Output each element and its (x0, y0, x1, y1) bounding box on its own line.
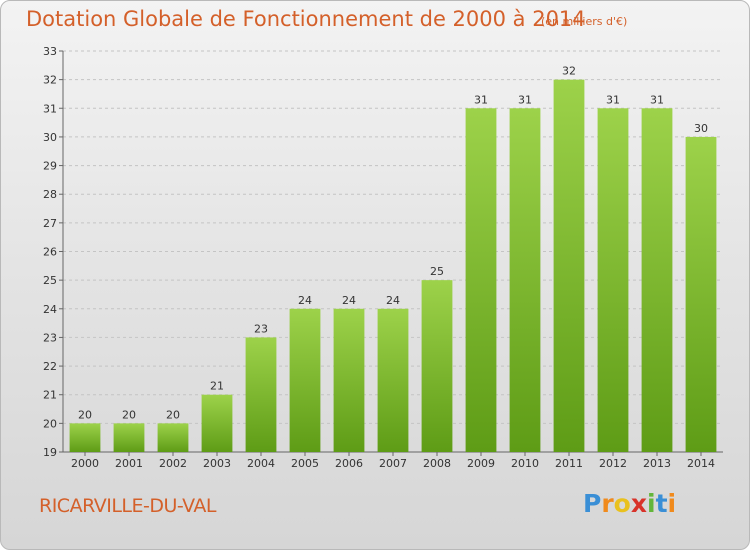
data-label-2001: 20 (122, 408, 136, 421)
data-label-2013: 31 (650, 93, 664, 106)
y-tick-label: 21 (43, 389, 57, 402)
data-labels: 20 20 20 21 23 24 24 24 25 31 31 32 31 31 30 (78, 65, 708, 422)
logo-letter: P (583, 489, 602, 518)
data-label-2005: 24 (298, 294, 312, 307)
data-label-2002: 20 (166, 408, 180, 421)
data-label-2000: 20 (78, 408, 92, 421)
city-name: RICARVILLE-DU-VAL (39, 495, 217, 517)
bar-2008 (421, 280, 453, 452)
data-label-2004: 23 (254, 322, 268, 335)
chart-subtitle: (en milliers d'€) (541, 15, 628, 28)
x-tick-label-2007: 2007 (379, 457, 407, 470)
data-label-2012: 31 (606, 93, 620, 106)
bar-2001 (113, 423, 145, 452)
chart-title: Dotation Globale de Fonctionnement de 20… (26, 7, 586, 31)
y-tick-label: 22 (43, 360, 57, 373)
x-tick-label-2011: 2011 (555, 457, 583, 470)
data-label-2009: 31 (474, 93, 488, 106)
y-tick-label: 33 (43, 45, 57, 58)
bar-2006 (333, 308, 365, 452)
bars (69, 79, 717, 453)
bar-2009 (465, 108, 497, 453)
y-tick-label: 29 (43, 160, 57, 173)
proxiti-logo[interactable]: Proxiti (583, 489, 676, 518)
x-tick-label-2010: 2010 (511, 457, 539, 470)
bar-2002 (157, 423, 189, 452)
x-tick-label-2009: 2009 (467, 457, 495, 470)
y-tick-label: 19 (43, 446, 57, 459)
y-tick-label: 23 (43, 331, 57, 344)
bar-2000 (69, 423, 101, 452)
x-tick-label-2014: 2014 (687, 457, 715, 470)
x-tick-label-2012: 2012 (599, 457, 627, 470)
x-tick-label-2004: 2004 (247, 457, 275, 470)
bar-2010 (509, 108, 541, 453)
logo-letter: o (613, 489, 631, 518)
x-tick-label-2013: 2013 (643, 457, 671, 470)
logo-letter: i (667, 489, 677, 518)
y-tick-label: 32 (43, 74, 57, 87)
y-tick-label: 27 (43, 217, 57, 230)
logo-letter: r (601, 489, 614, 518)
x-tick-label-2003: 2003 (203, 457, 231, 470)
x-tick-label-2008: 2008 (423, 457, 451, 470)
bar-2005 (289, 308, 321, 452)
x-tick-label-2000: 2000 (71, 457, 99, 470)
data-label-2006: 24 (342, 294, 356, 307)
data-label-2014: 30 (694, 122, 708, 135)
bar-2014 (685, 136, 717, 452)
data-label-2010: 31 (518, 93, 532, 106)
bar-2007 (377, 308, 409, 452)
x-tick-label-2001: 2001 (115, 457, 143, 470)
x-tick-label-2005: 2005 (291, 457, 319, 470)
y-tick-label: 24 (43, 303, 57, 316)
logo-letter: x (630, 489, 647, 518)
y-tick-label: 31 (43, 102, 57, 115)
bar-2013 (641, 108, 673, 453)
x-tick-label-2002: 2002 (159, 457, 187, 470)
data-label-2008: 25 (430, 265, 444, 278)
logo-letter: i (647, 489, 656, 518)
data-label-2007: 24 (386, 294, 400, 307)
bar-2012 (597, 108, 629, 453)
bar-2003 (201, 394, 233, 452)
y-tick-label: 26 (43, 246, 57, 259)
bar-2011 (553, 79, 585, 453)
y-tick-label: 25 (43, 274, 57, 287)
data-label-2003: 21 (210, 380, 224, 393)
data-label-2011: 32 (562, 65, 576, 78)
x-tick-label-2006: 2006 (335, 457, 363, 470)
y-tick-label: 30 (43, 131, 57, 144)
y-tick-label: 28 (43, 188, 57, 201)
logo-letter: t (655, 489, 668, 518)
bar-2004 (245, 337, 277, 452)
y-tick-label: 20 (43, 417, 57, 430)
